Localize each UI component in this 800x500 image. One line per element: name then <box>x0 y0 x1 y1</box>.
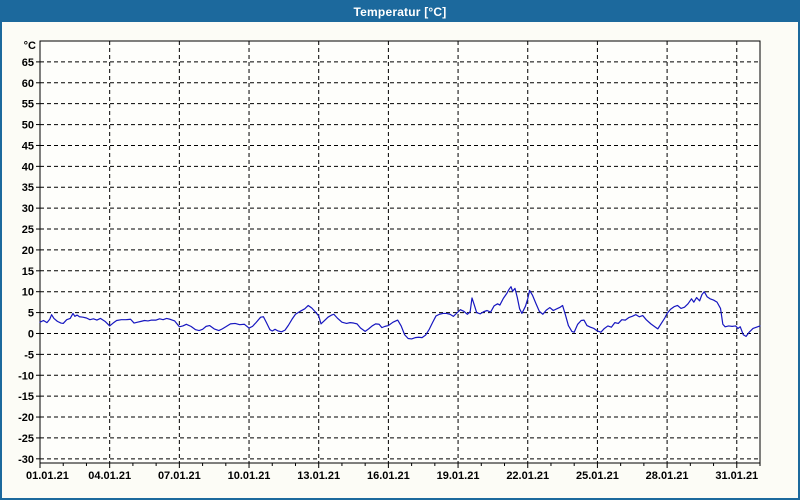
y-tick-label: 5 <box>28 308 34 320</box>
y-tick-label: -20 <box>18 412 34 424</box>
chart-content: 65 60 55 50 45 40 35 30 25 20 15 10 5 0 -5 -10 -15 -20 -25… <box>2 22 798 498</box>
y-tick-label: 40 <box>22 161 34 173</box>
x-tick-label: 01.01.21 <box>26 470 69 482</box>
y-tick-label: 35 <box>22 182 34 194</box>
y-tick-label: -15 <box>18 391 34 403</box>
y-tick-label: 60 <box>22 78 34 90</box>
y-tick-label: 0 <box>28 328 34 340</box>
y-tick-label: 20 <box>22 245 34 257</box>
x-tick-label: 10.01.21 <box>228 470 271 482</box>
x-tick-label: 25.01.21 <box>576 470 619 482</box>
y-tick-label: -30 <box>18 454 34 466</box>
temperature-series-line <box>39 286 761 340</box>
x-tick-label: 07.01.21 <box>158 470 201 482</box>
temperature-chart: 65605550454035302520151050-5-10-15-20-25… <box>18 40 761 482</box>
y-tick-label: 10 <box>22 287 34 299</box>
x-tick-label: 16.01.21 <box>367 470 410 482</box>
x-tick-label: 28.01.21 <box>646 470 689 482</box>
y-tick-label: 25 <box>22 224 34 236</box>
y-axis-unit-label: °C <box>24 40 36 52</box>
x-tick-label: 13.01.21 <box>297 470 340 482</box>
x-tick-label: 31.01.21 <box>715 470 758 482</box>
x-tick-label: 19.01.21 <box>437 470 480 482</box>
y-tick-label: 50 <box>22 120 34 132</box>
x-tick-label: 22.01.21 <box>506 470 549 482</box>
x-tick-label: 04.01.21 <box>88 470 131 482</box>
y-tick-label: 30 <box>22 203 34 215</box>
window-title: Temperatur [°C] <box>353 5 447 19</box>
y-tick-label: -5 <box>24 349 34 361</box>
y-tick-label: -25 <box>18 433 34 445</box>
plot-area <box>39 40 761 464</box>
y-tick-label: 55 <box>22 99 34 111</box>
y-tick-label: -10 <box>18 370 34 382</box>
y-tick-label: 45 <box>22 140 34 152</box>
y-tick-label: 15 <box>22 266 34 278</box>
window-titlebar: Temperatur [°C] <box>2 2 798 22</box>
y-tick-label: 65 <box>22 57 34 69</box>
